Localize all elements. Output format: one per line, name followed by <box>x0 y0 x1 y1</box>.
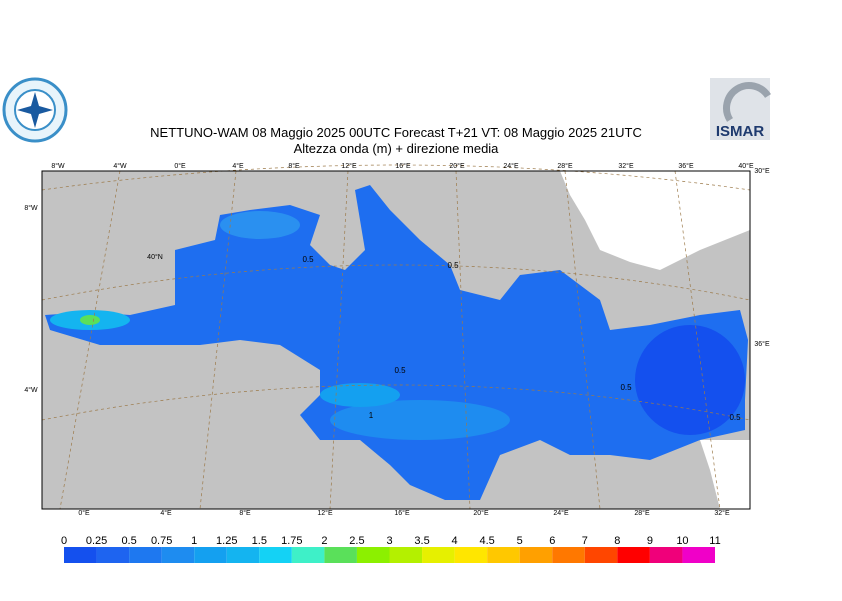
top-label: 36°E <box>678 162 694 170</box>
colorbar-box <box>161 547 195 563</box>
left-label: 40°N <box>147 253 163 261</box>
bottom-label: 4°E <box>160 509 172 517</box>
top-label: 28°E <box>557 162 573 170</box>
colorbar-box <box>64 547 97 563</box>
colorbar-label: 3 <box>386 535 392 547</box>
colorbar-box <box>129 547 162 563</box>
bottom-label: 12°E <box>317 509 333 517</box>
colorbar-box <box>356 547 390 563</box>
map-labels: 8°W 4°W 0°E 4°E 8°E 12°E 16°E 20°E 24°E 28°E 32°E 3… <box>24 162 770 517</box>
outside-region <box>560 171 750 270</box>
subtitle: Altezza onda (m) + direzione media <box>294 141 500 156</box>
colorbar-label: 9 <box>647 535 653 547</box>
bottom-label: 16°E <box>394 509 410 517</box>
contour-label: 0.5 <box>729 413 741 422</box>
sea-patch <box>330 400 510 440</box>
colorbar-label: 0.75 <box>151 535 172 547</box>
left-logo <box>2 77 68 143</box>
sea-patch <box>80 315 100 325</box>
contour-label: 1 <box>369 411 374 420</box>
contour-label: 0.5 <box>394 366 406 375</box>
top-label: 12°E <box>341 162 357 170</box>
right-logo: ISMAR <box>710 78 771 140</box>
sea <box>45 185 748 500</box>
colorbar-box <box>226 547 260 563</box>
colorbar-box <box>291 547 325 563</box>
colorbar-box <box>422 547 455 563</box>
colorbar-box <box>454 547 488 563</box>
colorbar-label: 8 <box>614 535 620 547</box>
colorbar-box <box>259 547 292 563</box>
colorbar-box <box>96 547 130 563</box>
colorbar-label: 1.5 <box>252 535 267 547</box>
contour-label: 0.5 <box>620 383 632 392</box>
top-label: 40°E <box>738 162 754 170</box>
graticule <box>41 164 751 510</box>
outside-region <box>700 440 750 509</box>
colorbar-label: 1.75 <box>281 535 302 547</box>
right-label: 36°E <box>754 340 770 348</box>
top-label: 8°W <box>51 162 65 170</box>
colorbar-box <box>682 547 715 563</box>
top-label: 8°E <box>288 162 300 170</box>
map-frame <box>41 170 751 510</box>
title: NETTUNO-WAM 08 Maggio 2025 00UTC Forecas… <box>150 125 642 140</box>
colorbar-box <box>324 547 357 563</box>
colorbar-label: 1 <box>191 535 197 547</box>
colorbar-label: 7 <box>582 535 588 547</box>
colorbar-box <box>389 547 423 563</box>
right-label: 30°E <box>754 167 770 175</box>
colorbar: 0 0.25 0.5 0.75 1 1.25 1.5 1.75 2 2.5 3 3.5 4 4.5 5 6 7 8… <box>61 535 721 563</box>
sea-patch <box>220 211 300 239</box>
top-label: 32°E <box>618 162 634 170</box>
colorbar-box <box>519 547 553 563</box>
colorbar-label: 2.5 <box>349 535 364 547</box>
colorbar-label: 6 <box>549 535 555 547</box>
colorbar-box <box>584 547 618 563</box>
top-label: 4°W <box>113 162 127 170</box>
bottom-label: 8°E <box>239 509 251 517</box>
bottom-label: 28°E <box>634 509 650 517</box>
bottom-label: 24°E <box>553 509 569 517</box>
colorbar-label: 11 <box>709 535 720 547</box>
bottom-label: 0°E <box>78 509 90 517</box>
top-label: 24°E <box>503 162 519 170</box>
colorbar-label: 5 <box>517 535 523 547</box>
colorbar-label: 4 <box>452 535 458 547</box>
left-label: 4°W <box>24 386 38 394</box>
logo-text: ISMAR <box>716 123 765 140</box>
colorbar-box <box>487 547 520 563</box>
colorbar-box <box>649 547 683 563</box>
colorbar-label: 1.25 <box>216 535 237 547</box>
sea-patch <box>635 325 745 435</box>
colorbar-label: 0.5 <box>121 535 136 547</box>
colorbar-label: 0.25 <box>86 535 107 547</box>
contour-label: 0.5 <box>302 255 314 264</box>
colorbar-label: 2 <box>321 535 327 547</box>
left-label: 8°W <box>24 204 38 212</box>
top-label: 16°E <box>395 162 411 170</box>
bottom-label: 32°E <box>714 509 730 517</box>
map <box>41 164 751 510</box>
colorbar-box <box>617 547 650 563</box>
colorbar-box <box>194 547 227 563</box>
colorbar-label: 4.5 <box>480 535 495 547</box>
contour-label: 0.5 <box>447 261 459 270</box>
sea-patch <box>320 383 400 407</box>
top-label: 20°E <box>449 162 465 170</box>
colorbar-label: 10 <box>676 535 688 547</box>
colorbar-label: 3.5 <box>414 535 429 547</box>
colorbar-box <box>552 547 585 563</box>
colorbar-label: 0 <box>61 535 67 547</box>
top-label: 0°E <box>174 162 186 170</box>
bottom-label: 20°E <box>473 509 489 517</box>
top-label: 4°E <box>232 162 244 170</box>
